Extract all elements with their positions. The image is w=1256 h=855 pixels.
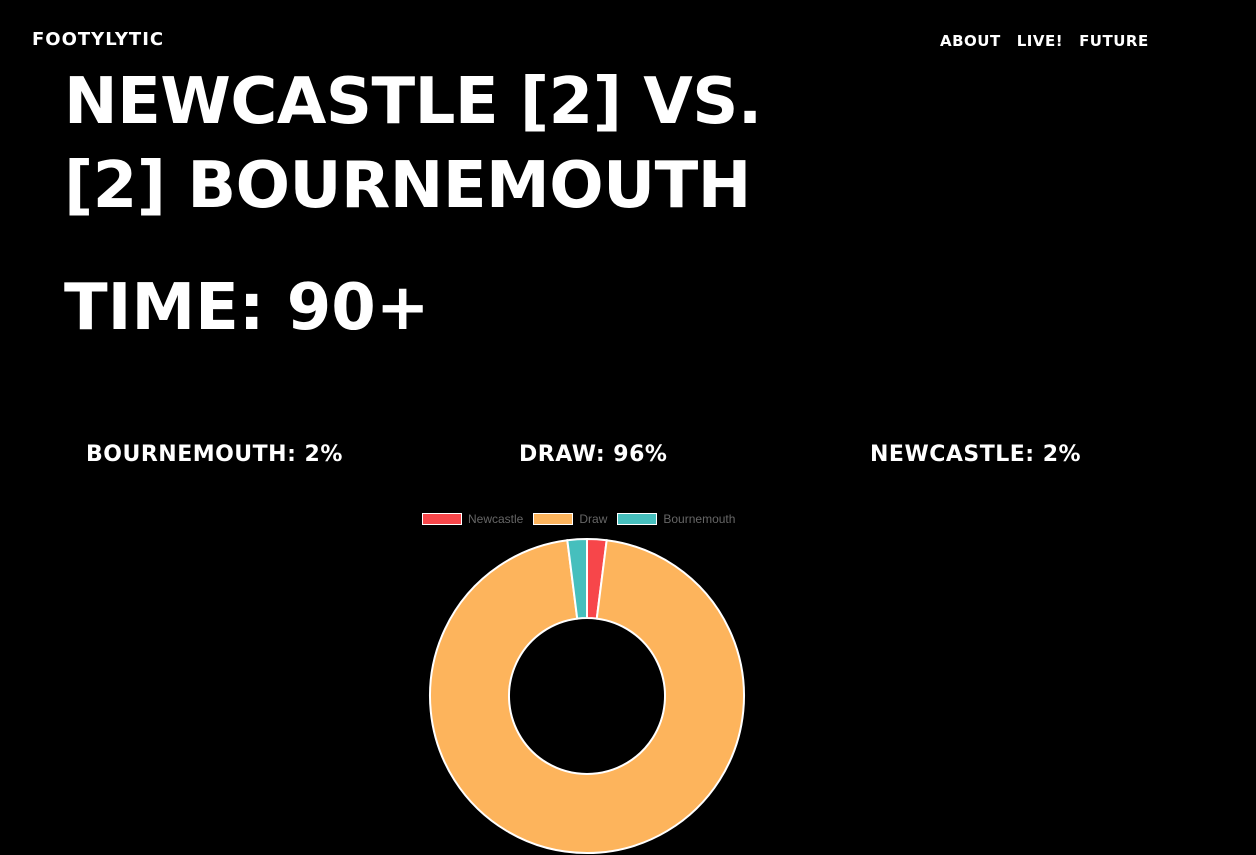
main-nav: ABOUT LIVE! FUTURE (940, 31, 1149, 51)
match-time: TIME: 90+ (64, 271, 430, 345)
legend-item-bournemouth[interactable]: Bournemouth (617, 512, 735, 526)
newcastle-probability: NEWCASTLE: 2% (870, 442, 1082, 467)
legend-label-newcastle: Newcastle (468, 512, 524, 526)
bournemouth-probability: BOURNEMOUTH: 2% (86, 442, 343, 467)
legend-label-bournemouth: Bournemouth (663, 512, 736, 526)
doughnut-slice-draw[interactable] (429, 539, 745, 854)
doughnut-slice-bournemouth[interactable] (566, 537, 588, 620)
legend-swatch-bournemouth (617, 513, 658, 525)
legend-item-newcastle[interactable]: Newcastle (422, 512, 523, 526)
nav-live[interactable]: LIVE! (1016, 32, 1064, 50)
nav-future[interactable]: FUTURE (1079, 32, 1149, 50)
legend-swatch-draw (533, 513, 574, 525)
nav-about[interactable]: ABOUT (940, 32, 1001, 50)
legend-swatch-newcastle (422, 513, 462, 525)
match-title: NEWCASTLE [2] VS. [2] BOURNEMOUTH (64, 65, 762, 223)
brand-logo[interactable]: FOOTYLYTIC (32, 29, 165, 50)
legend-label-draw: Draw (579, 512, 608, 526)
draw-probability: DRAW: 96% (519, 442, 668, 467)
chart-legend: Newcastle Draw Bournemouth (422, 512, 745, 526)
legend-item-draw[interactable]: Draw (533, 512, 607, 526)
outcome-doughnut-chart (429, 537, 745, 854)
